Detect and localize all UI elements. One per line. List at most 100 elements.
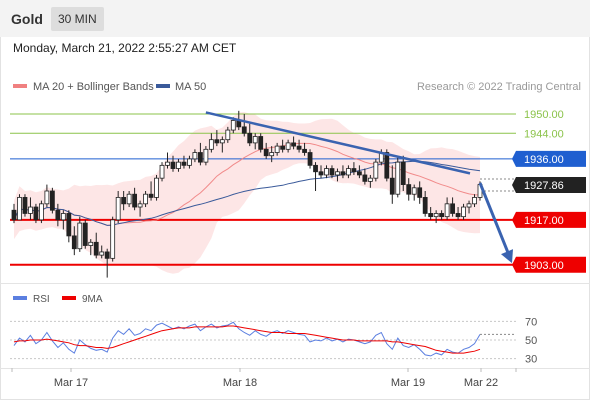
- rsi-ma-line: [13, 325, 481, 354]
- candle-body: [335, 171, 340, 176]
- candle-body: [433, 213, 439, 218]
- support-price-tag: [512, 256, 586, 273]
- candle-body: [187, 158, 192, 166]
- candle-body: [389, 177, 395, 195]
- candle-body: [318, 171, 324, 176]
- candle-body: [247, 132, 253, 144]
- candle-body: [203, 148, 209, 163]
- candle-body: [324, 168, 329, 176]
- forecast-arrow-shaft: [478, 182, 511, 256]
- candle-body: [302, 148, 307, 153]
- candle-body: [417, 187, 423, 198]
- candle-body: [296, 145, 302, 150]
- ma50-legend-label: MA 50: [175, 81, 206, 93]
- candle-body: [159, 164, 165, 179]
- support-level-label: 1903.00: [524, 260, 564, 272]
- resistance-level-label: 1944.00: [524, 128, 564, 140]
- rsi-legend-label: RSI: [33, 294, 50, 305]
- candle-body: [110, 219, 116, 259]
- candle-body: [49, 190, 55, 211]
- x-tick-label: Mar 22: [464, 377, 498, 389]
- candle-body: [400, 161, 406, 185]
- candle-body: [154, 177, 159, 198]
- candle-body: [99, 251, 105, 256]
- rsi-panel: 30 50 70: [10, 316, 537, 366]
- resistance-level-label: 1950.00: [524, 109, 564, 121]
- forecast-arrow-head: [501, 249, 513, 264]
- candle-body: [132, 193, 138, 208]
- candle-body: [219, 139, 225, 144]
- candle-body: [104, 251, 110, 259]
- timeframe-badge[interactable]: 30 MIN: [51, 7, 104, 31]
- candle-body: [192, 152, 198, 160]
- candle-body: [313, 164, 318, 173]
- candle-body: [225, 129, 231, 141]
- last-price-tag: [512, 177, 586, 194]
- candle-body: [121, 197, 127, 205]
- rsi-line: [13, 321, 481, 357]
- candle-body: [22, 197, 28, 214]
- candle-body: [258, 136, 264, 150]
- candle-body: [461, 206, 466, 218]
- candle-body: [455, 213, 461, 218]
- bollinger-bands: [14, 112, 480, 274]
- x-tick-label: Mar 17: [54, 377, 88, 389]
- candle-body: [60, 213, 66, 221]
- rsi-ma-legend-label: 9MA: [82, 294, 103, 305]
- candle-body: [274, 145, 280, 153]
- candle-body: [340, 171, 346, 176]
- support-level-label: 1917.00: [524, 215, 564, 227]
- candle-body: [137, 203, 143, 208]
- candles: [11, 110, 483, 278]
- candle-body: [472, 197, 477, 205]
- pivot-level-label: 1936.00: [524, 154, 564, 166]
- candle-body: [384, 152, 390, 179]
- candle-body: [55, 209, 61, 221]
- candle-body: [165, 161, 170, 166]
- candle-body: [230, 120, 236, 131]
- bollinger-band-fill: [14, 112, 480, 274]
- annotations: [205, 111, 513, 264]
- rsi-tick-label: 50: [525, 335, 537, 347]
- candle-body: [17, 197, 22, 221]
- candle-body: [44, 190, 50, 205]
- candle-body: [143, 193, 148, 205]
- candle-body: [28, 206, 33, 214]
- symbol-title: Gold: [11, 11, 43, 27]
- candle-body: [82, 222, 88, 246]
- candle-body: [170, 161, 176, 169]
- candle-body: [181, 161, 187, 166]
- candle-body: [422, 197, 428, 214]
- x-tick-label: Mar 18: [223, 377, 257, 389]
- candle-body: [373, 161, 379, 179]
- candle-body: [346, 168, 351, 176]
- candle-body: [197, 152, 203, 163]
- candle-body: [71, 235, 77, 250]
- candle-body: [126, 193, 132, 205]
- candle-body: [450, 203, 455, 214]
- ma50-legend-swatch: [156, 84, 170, 88]
- credit-text: Research © 2022 Trading Central: [417, 81, 581, 93]
- header-bar: Gold 30 MIN: [0, 0, 590, 37]
- x-tick-label: Mar 19: [391, 377, 425, 389]
- candle-body: [66, 213, 72, 237]
- rsi-legend-swatch: [13, 296, 27, 300]
- support-price-tag: [512, 211, 586, 228]
- rsi-tick-label: 70: [525, 316, 537, 328]
- candle-body: [148, 193, 154, 198]
- candle-body: [356, 171, 362, 176]
- candle-body: [93, 241, 99, 256]
- candle-body: [77, 222, 83, 250]
- candle-body: [285, 142, 291, 150]
- candle-body: [367, 177, 373, 182]
- candle-body: [115, 197, 121, 221]
- candle-body: [428, 213, 434, 218]
- candle-body: [263, 148, 269, 157]
- candle-body: [351, 168, 357, 173]
- candle-body: [362, 174, 368, 182]
- pivot-price-tag: [512, 150, 586, 167]
- candle-body: [466, 203, 472, 208]
- candle-body: [269, 152, 275, 157]
- candle-body: [214, 139, 220, 144]
